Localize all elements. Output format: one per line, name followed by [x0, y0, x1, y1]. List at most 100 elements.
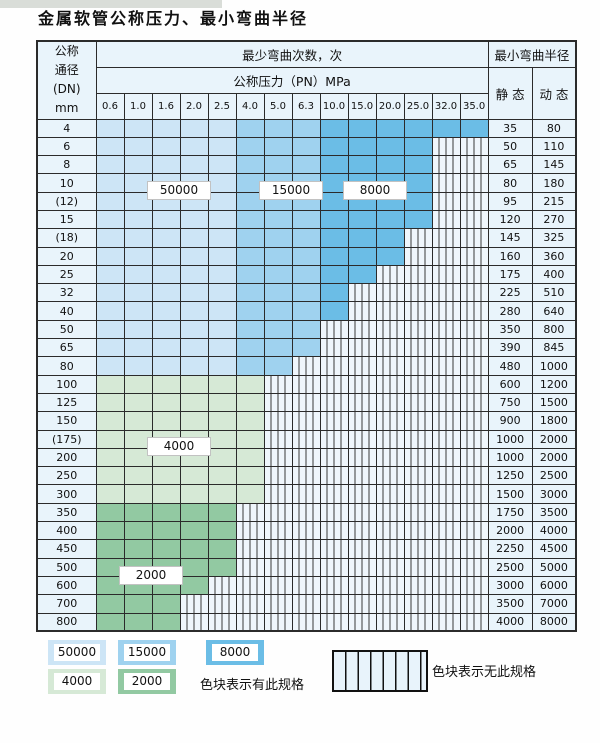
no-spec-hatch-cell — [403, 411, 433, 431]
no-spec-hatch-cell — [431, 246, 461, 266]
no-spec-hatch-cell — [459, 392, 489, 413]
scan-artifact — [0, 0, 222, 8]
spec-available-cell — [123, 502, 153, 523]
dn-cell: 20 — [36, 246, 97, 266]
static-radius-cell: 95 — [487, 191, 533, 211]
pn-value-header: 2.0 — [179, 92, 209, 120]
dn-cell: 300 — [36, 484, 97, 504]
spec-available-cell — [207, 429, 237, 449]
spec-available-cell — [95, 301, 125, 321]
no-spec-hatch-cell — [431, 228, 461, 248]
spec-available-cell — [263, 301, 293, 321]
pn-value-header: 25.0 — [403, 92, 433, 120]
no-spec-hatch-cell — [431, 155, 461, 175]
no-spec-hatch-cell — [375, 466, 405, 486]
dn-header-line: 通径 — [54, 63, 79, 78]
pn-value-header: 1.6 — [151, 92, 181, 120]
spec-available-cell — [151, 356, 181, 376]
spec-available-cell — [179, 209, 209, 230]
dn-cell: 150 — [36, 411, 97, 431]
no-spec-hatch-cell — [431, 429, 461, 449]
dn-header-line: 公称 — [54, 44, 79, 59]
no-spec-hatch-cell — [375, 356, 405, 376]
dn-cell: 200 — [36, 447, 97, 468]
table-row: 25 175 400 — [36, 264, 577, 285]
dn-cell: 400 — [36, 521, 97, 541]
no-spec-hatch-cell — [459, 209, 489, 230]
spec-available-cell — [179, 338, 209, 358]
spec-available-cell — [291, 246, 321, 266]
spec-available-cell — [207, 447, 237, 468]
static-radius-cell: 480 — [487, 356, 533, 376]
no-spec-hatch-cell — [375, 411, 405, 431]
spec-available-cell — [95, 466, 125, 486]
dynamic-radius-cell: 5000 — [531, 557, 577, 577]
no-spec-hatch-cell — [291, 484, 321, 504]
table-row: 100 600 1200 — [36, 374, 577, 394]
spec-available-cell — [291, 301, 321, 321]
spec-available-cell — [95, 136, 125, 157]
bend-cycles-header: 最少弯曲次数，次 — [95, 40, 489, 68]
static-radius-cell: 2250 — [487, 539, 533, 559]
spec-available-cell — [207, 356, 237, 376]
cycle-count-label-8000: 8000 — [343, 181, 407, 201]
no-spec-hatch-cell — [431, 283, 461, 303]
cycle-count-label-4000: 4000 — [147, 437, 211, 457]
no-spec-hatch-cell — [207, 612, 237, 632]
no-spec-hatch-cell — [347, 557, 377, 577]
no-spec-hatch-cell — [459, 612, 489, 632]
no-spec-hatch-cell — [375, 447, 405, 468]
dn-cell: 40 — [36, 301, 97, 321]
spec-available-cell — [179, 118, 209, 138]
static-radius-cell: 2500 — [487, 557, 533, 577]
no-spec-hatch-cell — [235, 521, 265, 541]
static-radius-cell: 350 — [487, 319, 533, 340]
spec-available-cell — [179, 411, 209, 431]
no-spec-hatch-cell — [347, 539, 377, 559]
no-spec-hatch-cell — [431, 411, 461, 431]
table-row: 80 480 1000 — [36, 356, 577, 376]
no-spec-hatch-cell — [431, 319, 461, 340]
spec-available-cell — [179, 557, 209, 577]
spec-available-cell — [179, 228, 209, 248]
spec-available-cell — [179, 502, 209, 523]
no-spec-hatch-cell — [263, 411, 293, 431]
no-spec-hatch-cell — [319, 521, 349, 541]
spec-available-cell — [207, 118, 237, 138]
no-spec-hatch-cell — [375, 264, 405, 285]
spec-available-cell — [319, 283, 349, 303]
static-radius-cell: 750 — [487, 392, 533, 413]
spec-available-cell — [123, 539, 153, 559]
spec-available-cell — [263, 338, 293, 358]
page-title: 金属软管公称压力、最小弯曲半径 — [38, 9, 309, 28]
dn-cell: 32 — [36, 283, 97, 303]
spec-available-cell — [123, 392, 153, 413]
spec-available-cell — [235, 429, 265, 449]
no-spec-hatch-cell — [431, 356, 461, 376]
static-radius-cell: 120 — [487, 209, 533, 230]
no-spec-hatch-cell — [319, 484, 349, 504]
cycle-count-label-50000: 50000 — [147, 181, 211, 201]
no-spec-hatch-cell — [403, 246, 433, 266]
static-radius-cell: 600 — [487, 374, 533, 394]
spec-available-cell — [95, 612, 125, 632]
spec-available-cell — [235, 173, 265, 193]
no-spec-hatch-cell — [403, 612, 433, 632]
spec-available-cell — [123, 136, 153, 157]
static-radius-cell: 1500 — [487, 484, 533, 504]
no-spec-hatch-cell — [291, 429, 321, 449]
table-row: 500 2500 5000 — [36, 557, 577, 577]
no-spec-hatch-cell — [375, 338, 405, 358]
dynamic-radius-cell: 4000 — [531, 521, 577, 541]
no-spec-hatch-cell — [459, 136, 489, 157]
spec-available-cell — [207, 173, 237, 193]
dynamic-radius-cell: 6000 — [531, 575, 577, 596]
pn-value-header: 0.6 — [95, 92, 125, 120]
table-row: 4 35 80 — [36, 118, 577, 138]
no-spec-hatch-cell — [319, 338, 349, 358]
no-spec-hatch-cell — [347, 575, 377, 596]
spec-available-cell — [263, 283, 293, 303]
table-row: 6 50 110 — [36, 136, 577, 157]
spec-available-cell — [347, 209, 377, 230]
no-spec-hatch-cell — [431, 209, 461, 230]
